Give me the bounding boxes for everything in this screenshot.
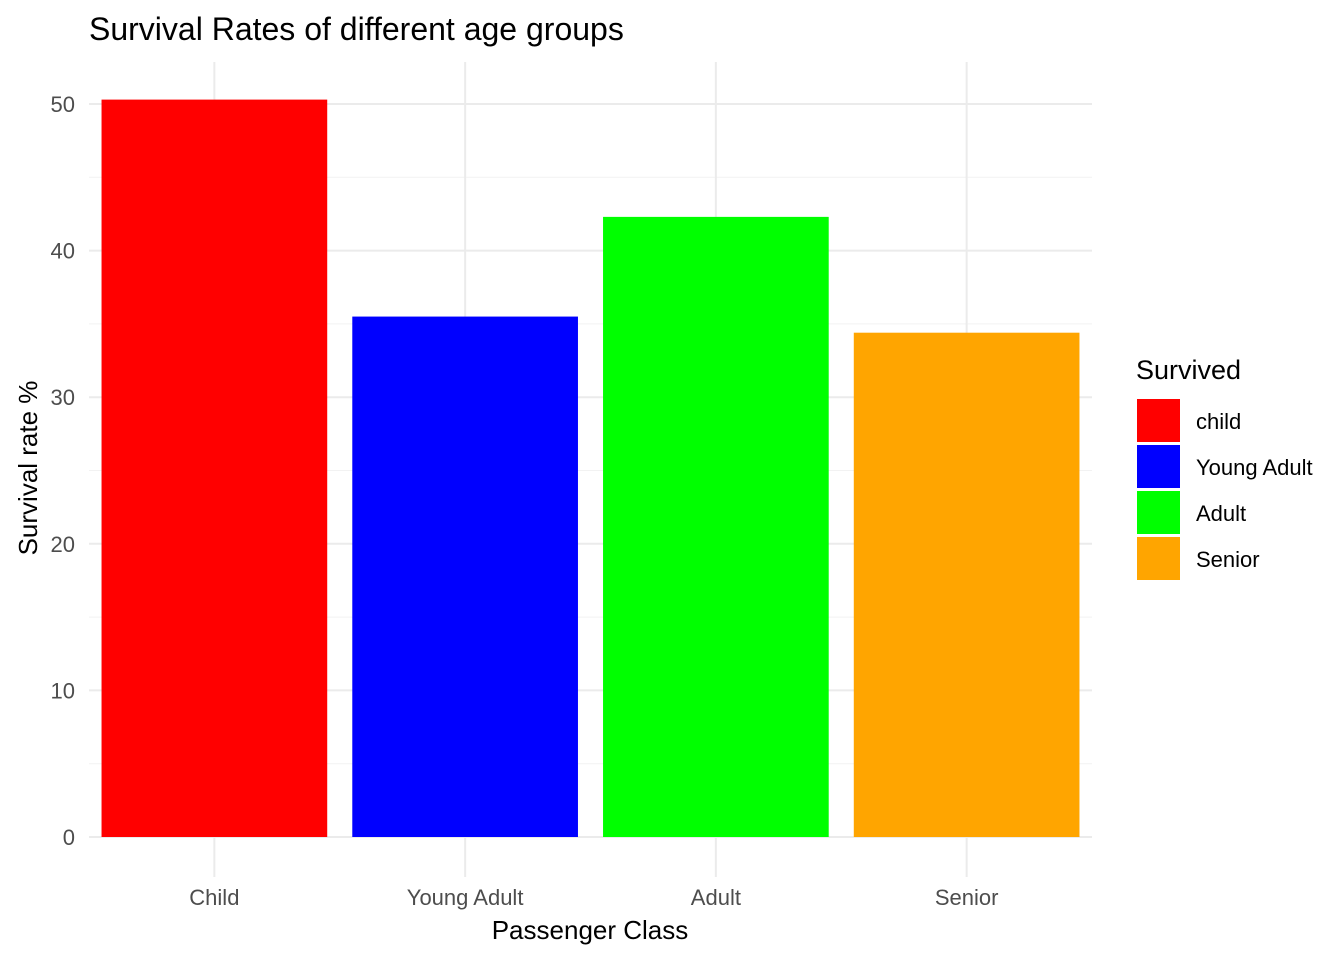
- x-tick-label: Child: [189, 885, 239, 910]
- y-tick-label: 20: [51, 532, 75, 557]
- legend-swatch: [1137, 537, 1180, 580]
- legend-label: Young Adult: [1196, 455, 1313, 480]
- bar-senior: [853, 332, 1080, 837]
- legend-label: Senior: [1196, 547, 1260, 572]
- bar-adult: [603, 216, 829, 837]
- legend-swatch: [1137, 491, 1180, 534]
- y-tick-label: 40: [51, 239, 75, 264]
- y-tick-label: 0: [63, 825, 75, 850]
- y-tick-label: 30: [51, 385, 75, 410]
- legend: Survived child Young Adult Adult Senior: [1136, 355, 1313, 580]
- y-axis-ticks: 0 10 20 30 40 50: [51, 92, 75, 850]
- bars: [101, 99, 1080, 838]
- legend-title: Survived: [1136, 355, 1241, 385]
- legend-label: Adult: [1196, 501, 1246, 526]
- bar-child: [101, 99, 328, 838]
- x-axis-ticks: Child Young Adult Adult Senior: [189, 885, 998, 910]
- y-tick-label: 50: [51, 92, 75, 117]
- y-axis-title: Survival rate %: [13, 381, 43, 556]
- x-tick-label: Young Adult: [407, 885, 524, 910]
- x-tick-label: Adult: [691, 885, 741, 910]
- bar-young-adult: [352, 316, 578, 837]
- y-tick-label: 10: [51, 678, 75, 703]
- x-tick-label: Senior: [935, 885, 999, 910]
- x-axis-title: Passenger Class: [492, 915, 689, 945]
- legend-swatch: [1137, 445, 1180, 488]
- legend-label: child: [1196, 409, 1241, 434]
- chart-title: Survival Rates of different age groups: [89, 11, 624, 47]
- legend-swatch: [1137, 399, 1180, 442]
